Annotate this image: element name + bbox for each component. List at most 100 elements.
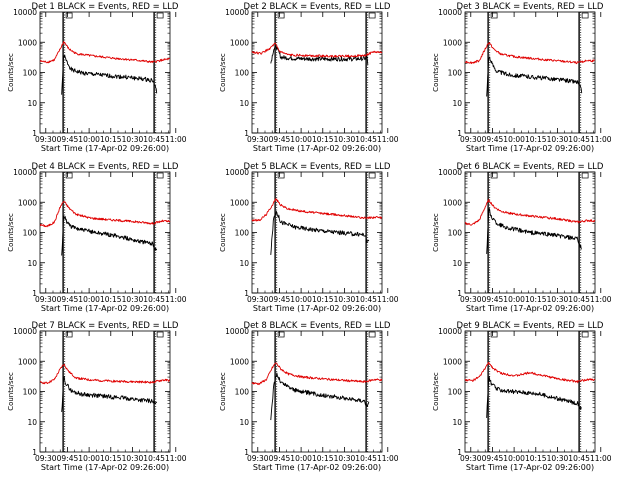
series-lld-line — [251, 42, 383, 58]
y-tick-label: 1000 — [230, 357, 249, 366]
x-axis-label: Start Time (17-Apr-02 09:26:00) — [41, 144, 169, 153]
y-tick-label: 1 — [244, 448, 249, 457]
y-tick-label: 100 — [23, 388, 38, 397]
y-tick-label: 1 — [244, 129, 249, 138]
x-tick-label: 10:30 — [547, 454, 569, 463]
panel-det-7: Det 7 BLACK = Events, RED = LLD 1 10 100 100… — [7, 321, 187, 472]
panel-title: Det 6 BLACK = Events, RED = LLD — [457, 162, 604, 172]
x-tick-label: 10:00 — [503, 454, 525, 463]
x-tick-label: 09:45 — [269, 454, 291, 463]
panel-title: Det 1 BLACK = Events, RED = LLD — [32, 2, 179, 12]
marker-flag — [368, 12, 376, 19]
y-axis-label: Counts/sec — [432, 53, 440, 92]
x-tick-label: 10:15 — [525, 295, 547, 304]
panel-title: Det 7 BLACK = Events, RED = LLD — [32, 321, 179, 331]
x-tick-label: 09:30 — [247, 454, 269, 463]
x-tick-label: 10:15 — [525, 135, 547, 144]
x-axis-label: Start Time (17-Apr-02 09:26:00) — [253, 144, 381, 153]
x-tick-label: 10:45 — [143, 135, 165, 144]
x-tick-label: 11:00 — [165, 295, 187, 304]
marker-flag — [277, 12, 285, 19]
plot-frame — [464, 11, 596, 134]
x-axis-label: Start Time (17-Apr-02 09:26:00) — [253, 304, 381, 313]
y-axis-label: Counts/sec — [219, 372, 227, 411]
y-tick-label: 10000 — [13, 168, 37, 177]
x-tick-label: 10:30 — [334, 295, 356, 304]
plot-frame — [39, 330, 171, 453]
x-tick-label: 09:45 — [482, 135, 504, 144]
y-tick-label: 10 — [27, 259, 37, 268]
x-tick-label: 10:00 — [78, 295, 100, 304]
x-tick-label: 11:00 — [590, 135, 612, 144]
series-lld-line — [251, 198, 382, 222]
series-events-line — [270, 372, 370, 421]
y-tick-label: 1000 — [18, 198, 37, 207]
marker-flag — [490, 12, 498, 19]
x-tick-label: 10:30 — [547, 295, 569, 304]
x-tick-label: 10:00 — [290, 135, 312, 144]
y-tick-label: 10 — [27, 99, 37, 108]
panel-title: Det 9 BLACK = Events, RED = LLD — [457, 321, 604, 331]
plot-frame — [464, 171, 596, 294]
x-tick-label: 10:45 — [568, 454, 590, 463]
y-tick-label: 1000 — [443, 357, 462, 366]
y-axis-label: Counts/sec — [7, 53, 15, 92]
x-tick-label: 09:30 — [460, 135, 482, 144]
marker-flag — [368, 331, 376, 338]
x-tick-label: 10:00 — [78, 135, 100, 144]
series-lld-line — [251, 362, 383, 386]
series-events-line — [61, 215, 158, 256]
y-tick-label: 10 — [452, 418, 462, 427]
x-tick-label: 09:45 — [57, 454, 79, 463]
y-tick-label: 100 — [235, 69, 250, 78]
x-tick-label: 10:00 — [503, 135, 525, 144]
series-lld-line — [464, 42, 595, 65]
y-axis-label: Counts/sec — [432, 213, 440, 252]
x-axis-label: Start Time (17-Apr-02 09:26:00) — [41, 304, 169, 313]
y-tick-label: 10 — [239, 418, 249, 427]
y-tick-label: 10000 — [438, 8, 462, 17]
marker-flag — [156, 12, 164, 19]
x-tick-label: 10:15 — [525, 454, 547, 463]
series-lld-line — [39, 200, 171, 228]
y-tick-label: 1 — [457, 448, 462, 457]
x-tick-label: 11:00 — [590, 454, 612, 463]
series-lld-line — [464, 362, 596, 384]
y-tick-label: 100 — [448, 69, 463, 78]
y-tick-label: 10 — [452, 99, 462, 108]
x-tick-label: 11:00 — [377, 135, 399, 144]
y-tick-label: 1 — [32, 289, 37, 298]
plot-frame — [39, 171, 171, 294]
series-lld-line — [39, 363, 170, 385]
x-tick-label: 10:15 — [312, 295, 334, 304]
x-tick-label: 09:30 — [247, 135, 269, 144]
series-events-line — [486, 207, 582, 254]
x-tick-label: 10:45 — [568, 135, 590, 144]
panel-det-9: Det 9 BLACK = Events, RED = LLD 1 10 100 100… — [432, 321, 612, 472]
y-tick-label: 10000 — [225, 168, 249, 177]
x-tick-label: 10:30 — [334, 454, 356, 463]
panel-det-6: Det 6 BLACK = Events, RED = LLD 1 10 100 100… — [432, 162, 612, 313]
x-axis-label: Start Time (17-Apr-02 09:26:00) — [41, 463, 169, 472]
x-tick-label: 09:45 — [482, 454, 504, 463]
y-tick-label: 10000 — [438, 168, 462, 177]
panel-title: Det 8 BLACK = Events, RED = LLD — [244, 321, 391, 331]
x-tick-label: 09:30 — [247, 295, 269, 304]
plot-frame — [251, 330, 383, 453]
x-tick-label: 09:45 — [57, 135, 79, 144]
y-tick-label: 1 — [32, 129, 37, 138]
y-tick-label: 100 — [23, 229, 38, 238]
series-events-line — [61, 376, 158, 412]
x-tick-label: 09:45 — [482, 295, 504, 304]
x-tick-label: 11:00 — [377, 454, 399, 463]
marker-flag — [581, 12, 589, 19]
marker-flag — [490, 331, 498, 338]
y-axis-label: Counts/sec — [7, 213, 15, 252]
x-tick-label: 10:00 — [78, 454, 100, 463]
y-tick-label: 1000 — [443, 38, 462, 47]
x-tick-label: 10:30 — [547, 135, 569, 144]
x-axis-label: Start Time (17-Apr-02 09:26:00) — [466, 463, 594, 472]
panel-title: Det 2 BLACK = Events, RED = LLD — [244, 2, 391, 12]
x-tick-label: 10:45 — [355, 454, 377, 463]
y-axis-label: Counts/sec — [219, 53, 227, 92]
